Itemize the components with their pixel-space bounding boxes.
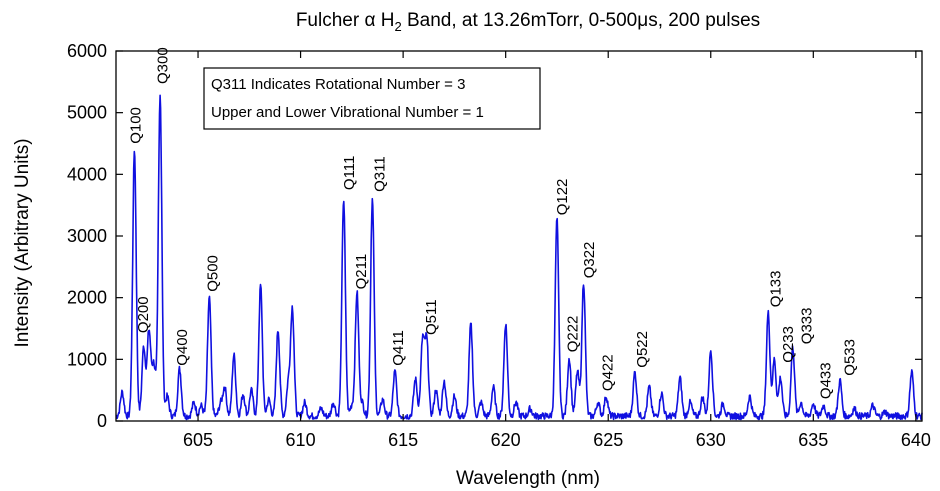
peak-label: Q200 (135, 296, 152, 333)
x-axis-title: Wavelength (nm) (456, 468, 600, 489)
x-tick-label: 620 (491, 430, 521, 450)
peak-label: Q122 (554, 179, 571, 216)
peak-label: Q522 (634, 331, 651, 368)
peak-label: Q422 (599, 354, 616, 391)
y-tick-label: 5000 (67, 103, 107, 123)
x-tick-label: 610 (286, 430, 316, 450)
x-tick-label: 625 (593, 430, 623, 450)
x-tick-label: 615 (388, 430, 418, 450)
peak-label: Q233 (780, 326, 797, 363)
title-suffix: Band, at 13.26mTorr, 0-500 (402, 10, 638, 31)
y-tick-label: 2000 (67, 288, 107, 308)
legend-line: Upper and Lower Vibrational Number = 1 (211, 104, 484, 121)
peak-label: Q111 (341, 156, 358, 190)
x-tick-label: 630 (696, 430, 726, 450)
y-tick-label: 3000 (67, 226, 107, 246)
peak-label: Q400 (174, 329, 191, 366)
y-tick-label: 1000 (67, 349, 107, 369)
title-mu: μ (637, 10, 648, 31)
x-tick-label: 605 (183, 430, 213, 450)
peak-label: Q511 (423, 299, 440, 335)
title-end: s, 200 pulses (648, 10, 760, 31)
x-tick-label: 640 (901, 430, 931, 450)
chart-title: Fulcher α H2 Band, at 13.26mTorr, 0-500μ… (296, 10, 760, 34)
legend-line: Q311 Indicates Rotational Number = 3 (211, 76, 465, 93)
peak-label: Q433 (818, 362, 835, 399)
peak-label: Q311 (372, 156, 389, 192)
peak-label: Q500 (205, 255, 222, 292)
y-tick-label: 6000 (67, 41, 107, 61)
title-subscript: 2 (394, 19, 401, 34)
peak-label: Q211 (353, 254, 370, 290)
peak-label: Q133 (768, 270, 785, 307)
title-h: H (375, 10, 394, 31)
peak-label: Q300 (154, 47, 171, 84)
peak-label: Q411 (390, 330, 407, 366)
peak-label: Q100 (128, 107, 145, 144)
peak-label: Q222 (565, 316, 582, 353)
y-tick-label: 0 (97, 411, 107, 431)
peak-label: Q533 (841, 339, 858, 376)
spectrum-line (115, 94, 923, 421)
y-tick-label: 4000 (67, 164, 107, 184)
legend-box (203, 67, 541, 130)
plot-area: 605 610 615 620 625 630 635 640 0 1000 2000 3000 400… (67, 41, 931, 450)
peak-label: Q333 (798, 307, 815, 344)
peak-label: Q322 (581, 242, 598, 279)
x-tick-label: 635 (798, 430, 828, 450)
y-axis-title: Intensity (Arbitrary Units) (12, 138, 33, 347)
title-prefix: Fulcher (296, 10, 365, 31)
title-alpha: α (364, 10, 375, 31)
